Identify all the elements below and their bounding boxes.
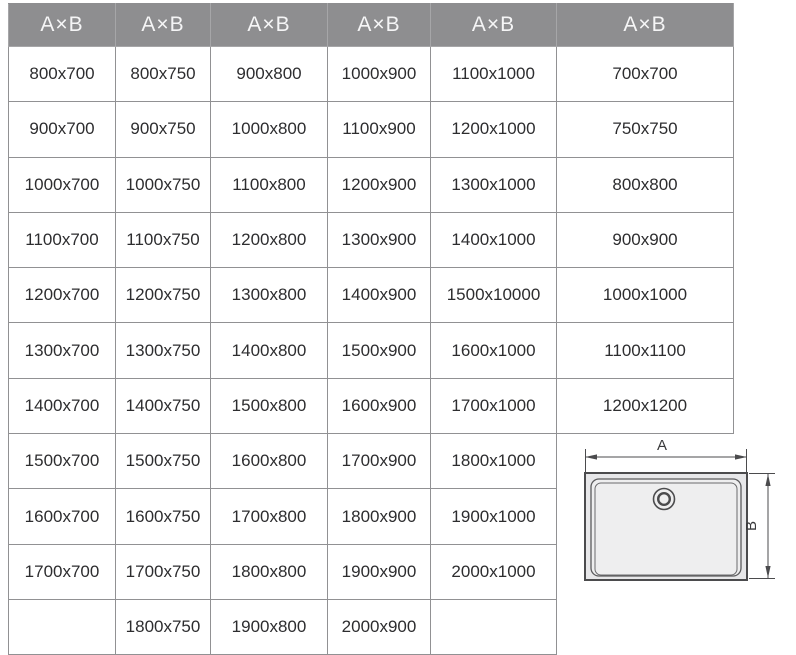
table-row: 1300x700 1300x750 1400x800 1500x900 1600x100… — [8, 322, 734, 379]
size-cell: 1000x900 — [327, 45, 431, 103]
size-cell: 1300x1000 — [430, 156, 557, 213]
table-row: 800x700 800x750 900x800 1000x900 1100x1000 70… — [8, 45, 734, 103]
size-cell: 1800x1000 — [430, 433, 557, 490]
dimension-b-label: B — [743, 521, 760, 531]
size-cell: 1300x900 — [327, 211, 431, 269]
size-cell: 800x800 — [556, 156, 734, 213]
tray-diagram-svg: A B — [584, 437, 775, 581]
size-cell: 1200x700 — [8, 267, 116, 324]
dimension-a — [585, 449, 747, 473]
size-cell: 1100x700 — [8, 211, 116, 269]
table-row: 1000x700 1000x750 1100x800 1200x900 1300x100… — [8, 156, 734, 213]
size-cell: 1200x800 — [210, 211, 328, 269]
drain-icon — [652, 487, 676, 511]
size-cell: 2000x1000 — [430, 543, 557, 600]
size-cell: 1400x800 — [210, 322, 328, 379]
column-header: A×B — [430, 3, 557, 47]
size-cell: 1600x900 — [327, 377, 431, 435]
sizes-table: A×B A×B A×B A×B A×B A×B 800x700 800x750 900x800… — [8, 3, 734, 655]
size-cell: 1400x900 — [327, 267, 431, 324]
size-cell: 800x750 — [115, 45, 211, 103]
table-header-row: A×B A×B A×B A×B A×B A×B — [8, 3, 734, 47]
size-cell: 1100x750 — [115, 211, 211, 269]
size-cell: 1000x1000 — [556, 267, 734, 324]
size-cell: 1500x700 — [8, 433, 116, 490]
dimension-a-label: A — [657, 437, 667, 454]
size-cell: 1000x750 — [115, 156, 211, 213]
size-cell: 900x800 — [210, 45, 328, 103]
size-cell: 1700x800 — [210, 488, 328, 545]
dim-a-arrow-left — [585, 454, 597, 460]
column-header: A×B — [327, 3, 431, 47]
size-cell: 1400x750 — [115, 377, 211, 435]
size-cell: 1600x750 — [115, 488, 211, 545]
size-cell: 1100x1100 — [556, 322, 734, 379]
size-cell: 1600x700 — [8, 488, 116, 545]
size-cell: 2000x900 — [327, 598, 431, 655]
table-row: 900x700 900x750 1000x800 1100x900 1200x1000 7… — [8, 101, 734, 158]
size-cell: 1800x800 — [210, 543, 328, 600]
empty-size-cell — [430, 598, 557, 655]
size-cell: 750x750 — [556, 101, 734, 158]
table-row: 1700x700 1700x750 1800x800 1900x900 2000x100… — [8, 543, 734, 600]
size-cell: 1000x700 — [8, 156, 116, 213]
size-cell: 1500x750 — [115, 433, 211, 490]
table-body: 800x700 800x750 900x800 1000x900 1100x1000 70… — [8, 45, 734, 655]
size-cell: 1100x900 — [327, 101, 431, 158]
dimension-b — [749, 473, 775, 579]
size-cell: 1700x1000 — [430, 377, 557, 435]
size-cell: 1200x900 — [327, 156, 431, 213]
table-row: 1400x700 1400x750 1500x800 1600x900 1700x100… — [8, 377, 734, 435]
size-cell: 1900x900 — [327, 543, 431, 600]
size-cell: 1200x1200 — [556, 377, 734, 435]
column-header: A×B — [210, 3, 328, 47]
size-cell: 900x900 — [556, 211, 734, 269]
size-cell: 1200x1000 — [430, 101, 557, 158]
size-spec-sheet: A×B A×B A×B A×B A×B A×B 800x700 800x750 900x800… — [8, 3, 794, 655]
tray-basin-line — [594, 482, 738, 576]
size-cell: 1600x1000 — [430, 322, 557, 379]
size-cell: 1900x1000 — [430, 488, 557, 545]
size-cell: 1500x900 — [327, 322, 431, 379]
size-cell: 1700x750 — [115, 543, 211, 600]
size-cell: 800x700 — [8, 45, 116, 103]
tray-diagram: A B — [582, 436, 794, 596]
header-row: A×B A×B A×B A×B A×B A×B — [8, 3, 734, 47]
table-row: 1200x700 1200x750 1300x800 1400x900 1500x100… — [8, 267, 734, 324]
tray-rim-line — [590, 478, 742, 577]
size-cell: 1900x800 — [210, 598, 328, 655]
column-header: A×B — [115, 3, 211, 47]
empty-size-cell — [8, 598, 116, 655]
size-cell: 1500x800 — [210, 377, 328, 435]
column-header: A×B — [8, 3, 116, 47]
table-row: 1800x750 1900x800 2000x900 — [8, 598, 734, 655]
size-cell: 1100x800 — [210, 156, 328, 213]
size-cell: 1400x700 — [8, 377, 116, 435]
table-row: 1600x700 1600x750 1700x800 1800x900 1900x100… — [8, 488, 734, 545]
size-cell: 1800x900 — [327, 488, 431, 545]
size-cell: 1700x900 — [327, 433, 431, 490]
dim-b-arrow-bottom — [765, 566, 771, 578]
size-cell: 1200x750 — [115, 267, 211, 324]
size-cell: 1600x800 — [210, 433, 328, 490]
size-cell: 700x700 — [556, 45, 734, 103]
table-row: 1100x700 1100x750 1200x800 1300x900 1400x100… — [8, 211, 734, 269]
size-cell: 1300x800 — [210, 267, 328, 324]
size-cell: 1300x700 — [8, 322, 116, 379]
dim-b-arrow-top — [765, 474, 771, 486]
size-cell: 900x700 — [8, 101, 116, 158]
size-cell: 1700x700 — [8, 543, 116, 600]
dim-a-arrow-right — [735, 454, 747, 460]
size-cell: 1100x1000 — [430, 45, 557, 103]
size-cell: 1300x750 — [115, 322, 211, 379]
table-row: 1500x700 1500x750 1600x800 1700x900 1800x100… — [8, 433, 734, 490]
size-cell: 1400x1000 — [430, 211, 557, 269]
size-cell: 1500x10000 — [430, 267, 557, 324]
column-header: A×B — [556, 3, 734, 47]
size-cell: 1000x800 — [210, 101, 328, 158]
absent-cell — [557, 599, 734, 654]
size-cell: 900x750 — [115, 101, 211, 158]
size-cell: 1800x750 — [115, 598, 211, 655]
